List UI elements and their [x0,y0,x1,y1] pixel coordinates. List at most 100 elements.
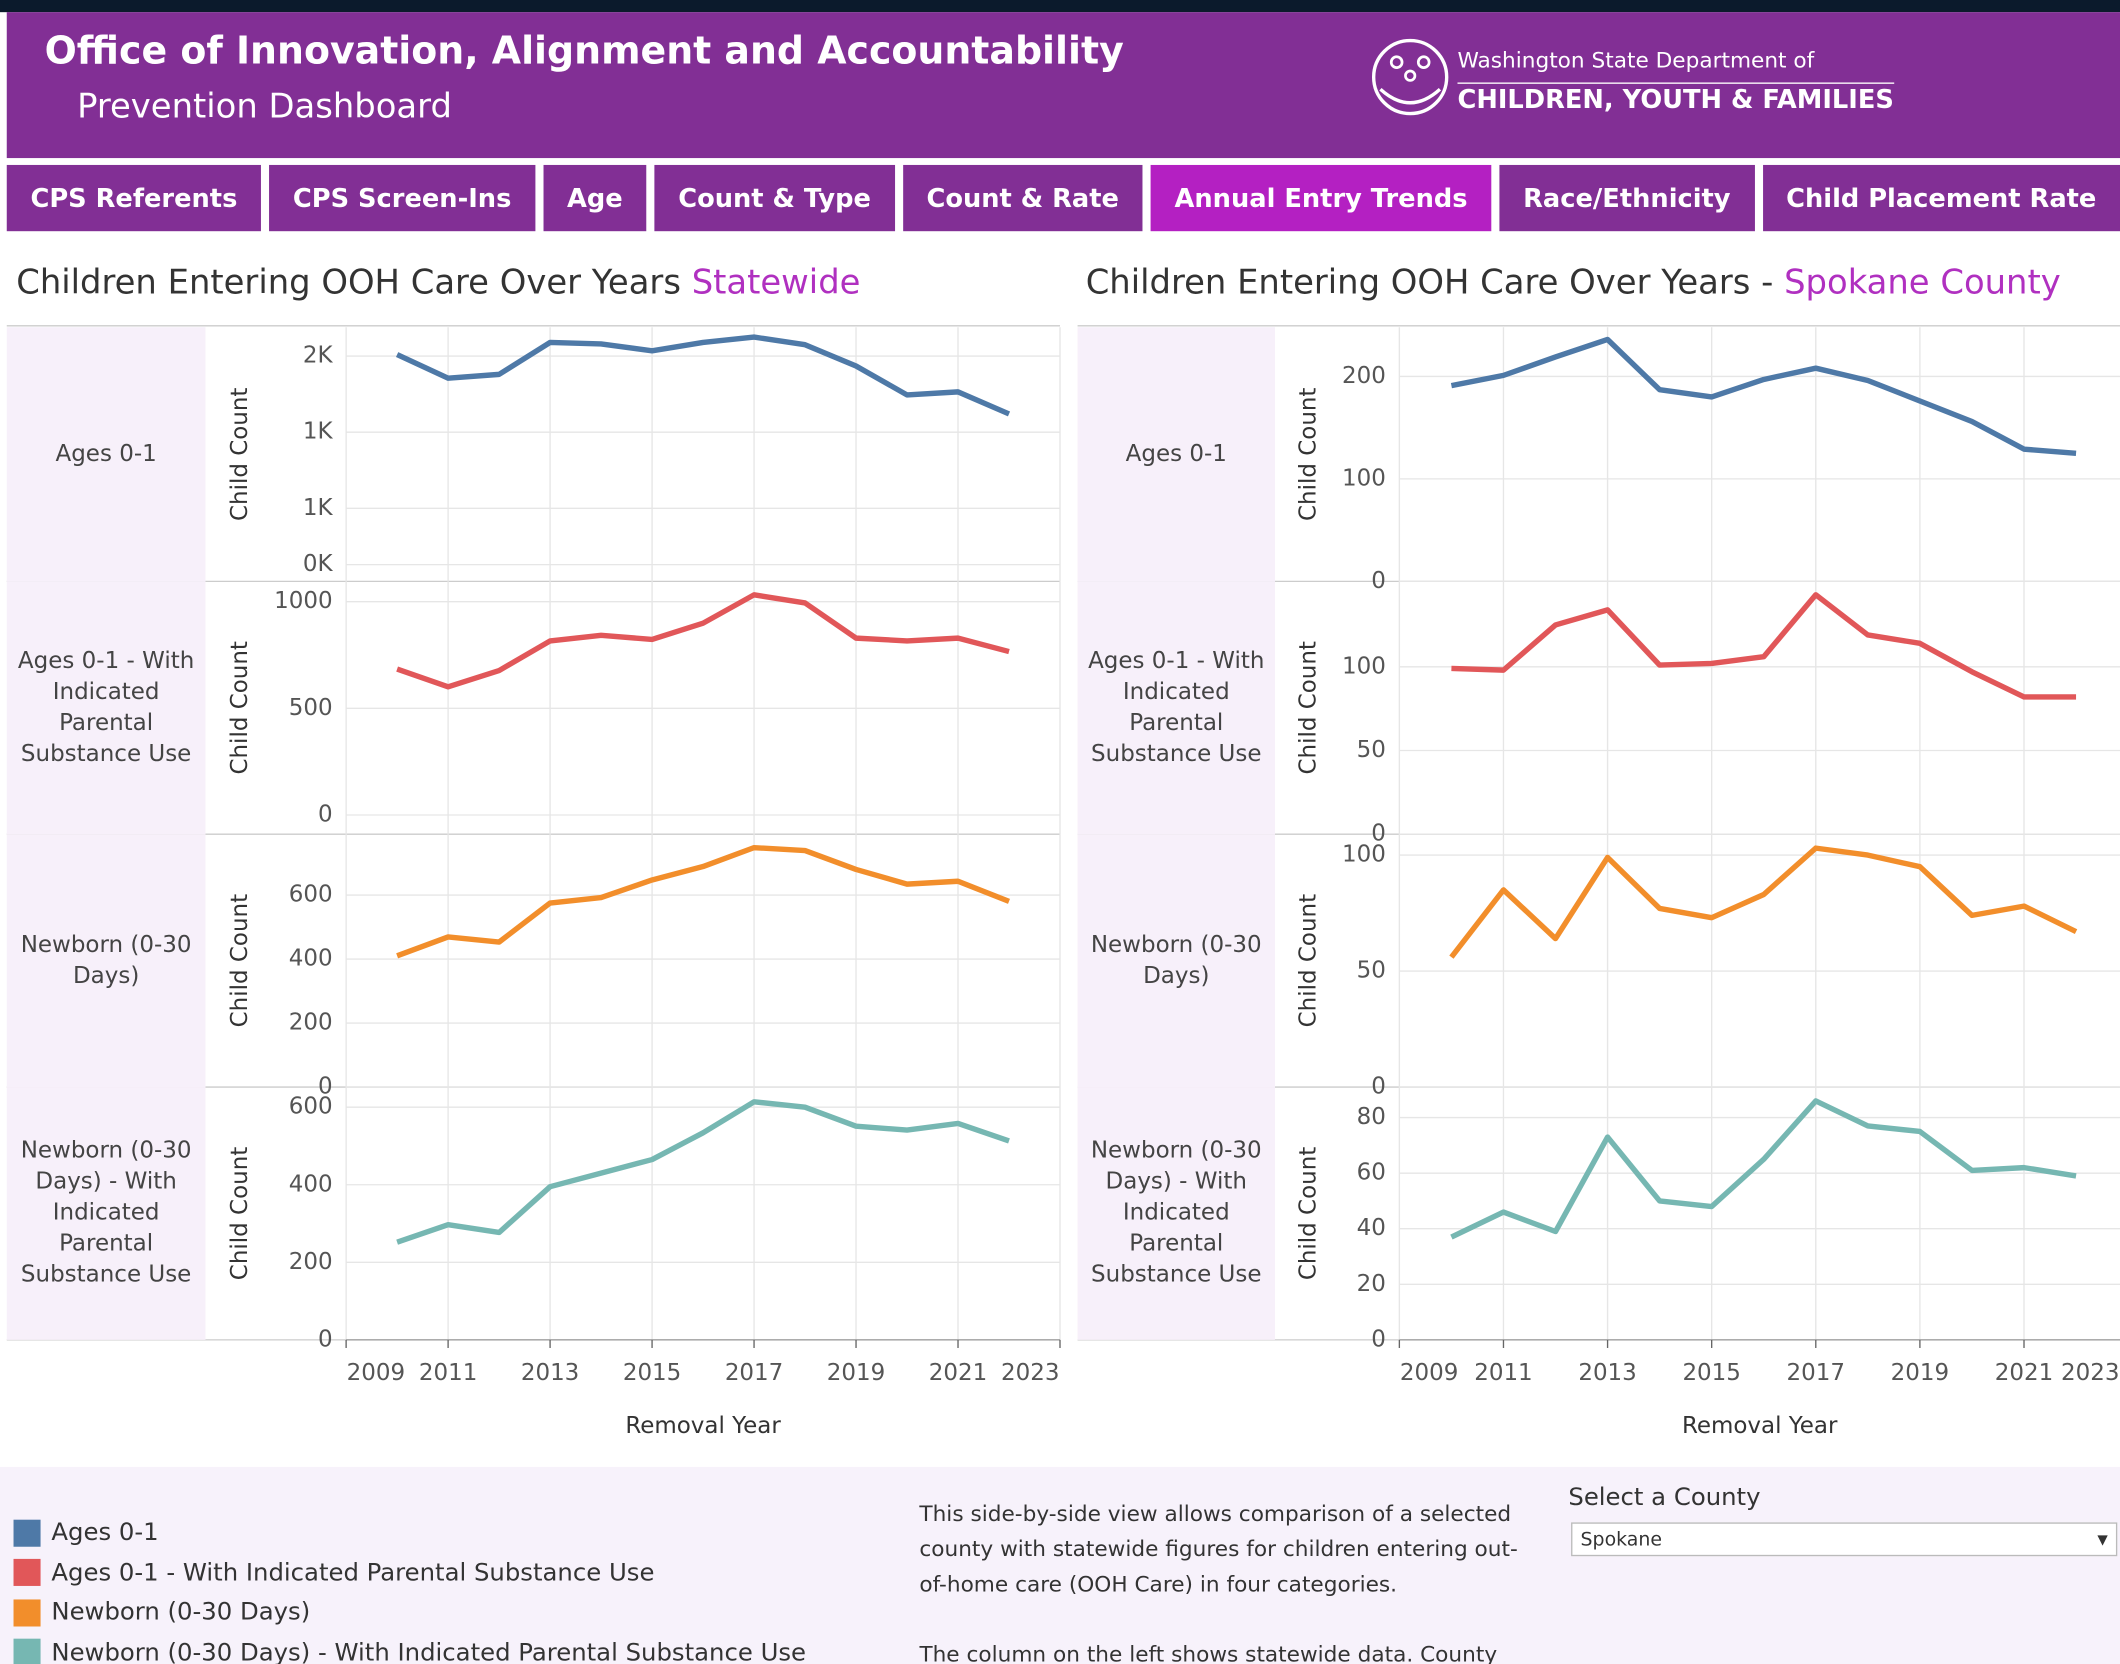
legend-swatch [13,1558,41,1586]
tab[interactable]: Annual Entry Trends [1150,164,1492,232]
y-tick-label: 0 [1371,821,1386,847]
y-axis-label: Child Count [227,641,253,774]
y-tick-label: 60 [1357,1160,1386,1186]
y-tick-label: 2K [303,343,334,369]
legend-label: Newborn (0-30 Days) [51,1598,311,1627]
x-tick-label: 2011 [1474,1360,1532,1386]
description: The column on the left shows statewide d… [919,1641,1498,1664]
y-tick-label: 0 [1371,1326,1386,1352]
row-label: Newborn (0-30 Days) [6,834,206,1088]
panel-region: Spokane County [1784,262,2061,302]
legend-label: Newborn (0-30 Days) - With Indicated Par… [51,1637,807,1664]
y-axis-label: Child Count [1295,894,1321,1027]
logo-line2: CHILDREN, YOUTH & FAMILIES [1457,82,1894,115]
x-tick-label: 2013 [521,1360,579,1386]
legend-swatch [13,1638,41,1664]
y-tick-label: 500 [289,695,333,721]
y-tick-label: 400 [289,1171,333,1197]
x-tick-label: 2023 [2061,1360,2119,1386]
x-tick-label: 2009 [1400,1360,1458,1386]
legend-swatch [13,1519,41,1547]
row-label: Ages 0-1 - With Indicated Parental Subst… [1077,581,1275,835]
x-tick-label: 2021 [929,1360,987,1386]
y-tick-label: 200 [289,1010,333,1036]
row-label: Ages 0-1 [6,327,206,582]
legend-item: Ages 0-1 [13,1518,159,1547]
panel-region: Statewide [691,262,861,302]
panel-title: Children Entering OOH Care Over Years St… [16,262,860,301]
row-label: Newborn (0-30 Days) - With Indicated Par… [6,1087,206,1340]
panel-title-text: Children Entering OOH Care Over Years - [1085,262,1774,302]
y-tick-label: 50 [1357,958,1386,984]
logo-line1: Washington State Department of [1457,47,1815,74]
y-tick-label: 0 [318,1326,333,1352]
tab[interactable]: Count & Rate [902,164,1143,232]
x-axis-label: Removal Year [1682,1413,1838,1439]
dropdown-value: Spokane [1580,1529,1663,1551]
tab[interactable]: Race/Ethnicity [1499,164,1755,232]
filter-label: Select a County [1568,1483,1761,1512]
y-tick-label: 200 [1342,363,1386,389]
y-axis-label: Child Count [227,1147,253,1280]
series-line [1451,592,2077,700]
x-axis-label: Removal Year [625,1413,781,1439]
y-tick-label: 0 [1371,1074,1386,1100]
tab[interactable]: Child Placement Rate [1762,164,2120,232]
tab[interactable]: Count & Type [654,164,895,232]
y-tick-label: 50 [1357,737,1386,763]
y-tick-label: 100 [1342,653,1386,679]
legend-label: Ages 0-1 [51,1518,159,1547]
county-dropdown[interactable]: Spokane ▼ [1571,1522,2118,1557]
top-strip [0,0,2120,13]
x-tick-label: 2015 [1682,1360,1740,1386]
y-tick-label: 100 [1342,465,1386,491]
x-tick-label: 2023 [1001,1360,1059,1386]
x-tick-label: 2011 [419,1360,477,1386]
y-tick-label: 600 [289,1094,333,1120]
legend-area [0,1466,2120,1664]
legend-swatch [13,1598,41,1626]
x-tick-label: 2017 [1787,1360,1845,1386]
legend-item: Newborn (0-30 Days) - With Indicated Par… [13,1637,807,1664]
legend-item: Newborn (0-30 Days) [13,1598,311,1627]
panel-title: Children Entering OOH Care Over Years - … [1086,262,2061,301]
y-tick-label: 0 [1371,568,1386,594]
header: Office of Innovation, Alignment and Acco… [6,12,2120,159]
x-tick-label: 2021 [1995,1360,2053,1386]
row-label: Ages 0-1 - With Indicated Parental Subst… [6,581,206,835]
row-label: Newborn (0-30 Days) - With Indicated Par… [1077,1087,1275,1340]
description: This side-by-side view allows comparison… [919,1500,1518,1597]
tab[interactable]: Age [543,164,647,232]
y-tick-label: 0 [318,1074,333,1100]
dropdown-arrow: ▼ [2097,1533,2108,1549]
series-line [396,592,1010,690]
logo-icon [1371,38,1449,116]
series-line [396,1099,1010,1245]
y-axis-label: Child Count [227,388,253,521]
series-line [396,844,1011,959]
tab-bar: CPS Referents CPS Screen-Ins Age Count & Ty… [0,158,2120,233]
y-tick-label: 0 [318,802,333,828]
y-axis-label: Child Count [1295,1147,1321,1280]
x-tick-label: 2009 [347,1360,405,1386]
x-tick-label: 2019 [1891,1360,1949,1386]
y-axis-label: Child Count [227,894,253,1027]
x-tick-label: 2015 [623,1360,681,1386]
legend-item: Ages 0-1 - With Indicated Parental Subst… [13,1558,655,1587]
x-tick-label: 2017 [725,1360,783,1386]
header-title: Office of Innovation, Alignment and Acco… [44,28,1124,74]
legend-label: Ages 0-1 - With Indicated Parental Subst… [51,1558,655,1587]
y-tick-label: 1K [303,495,334,521]
y-tick-label: 600 [289,882,333,908]
series-line [1450,336,2077,456]
y-axis-label: Child Count [1295,388,1321,521]
tab[interactable]: CPS Referents [6,164,262,232]
x-tick-label: 2013 [1578,1360,1636,1386]
tab[interactable]: CPS Screen-Ins [269,164,536,232]
series-line [395,334,1011,417]
y-tick-label: 1000 [274,588,332,614]
y-tick-label: 100 [1342,842,1386,868]
y-tick-label: 0K [303,551,334,577]
